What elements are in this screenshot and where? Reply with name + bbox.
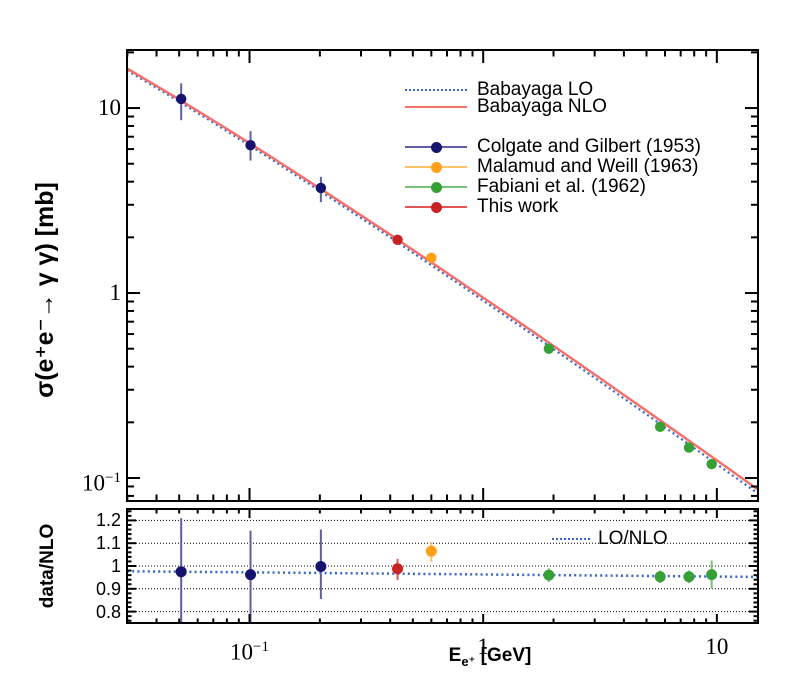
legend-line-sample (405, 83, 467, 97)
y-tick-label: 1 (0, 280, 122, 306)
tick-label-text: 10 (82, 470, 106, 496)
data-marker (245, 569, 257, 581)
data-marker (706, 569, 718, 581)
legend-entry: Fabiani et al. (1962) (405, 176, 701, 197)
data-marker (426, 252, 437, 264)
x-tick-label: 1 (443, 634, 523, 660)
y-tick-label: 10−1 (0, 465, 121, 497)
main-legend: Babayaga LO Babayaga NLO Colgate and Gilbe… (405, 78, 701, 217)
data-marker (175, 93, 187, 105)
x-title-unit: [GeV] (475, 645, 532, 666)
x-title-symbol: E (448, 645, 462, 666)
legend-entry (405, 115, 701, 137)
babayaga-lo-curve (127, 69, 758, 495)
tick-label-text: 1 (110, 556, 121, 576)
tick-label-text: 1.2 (95, 510, 121, 531)
lo-nlo-legend-label: LO/NLO (598, 528, 668, 549)
lo-nlo-ratio-line (127, 569, 758, 579)
x-title-subscript: e⁺ (461, 654, 476, 669)
ratio-tick-label: 1.1 (0, 533, 121, 553)
tick-label-text: 0.9 (95, 578, 121, 599)
tick-label-text: 1 (109, 280, 122, 306)
ratio-tick-label: 1.2 (0, 510, 121, 530)
legend-entry-label: Fabiani et al. (1962) (477, 176, 646, 197)
legend-marker-sample (405, 180, 467, 194)
legend-entry: Babayaga NLO (405, 95, 701, 117)
data-marker (654, 571, 666, 583)
data-marker (175, 566, 187, 578)
marker-dot-icon (431, 202, 442, 213)
legend-marker-sample (405, 160, 467, 174)
data-marker (543, 569, 555, 581)
dotted-line-sample (552, 538, 590, 540)
data-marker (543, 343, 555, 354)
data-marker (654, 421, 666, 433)
legend-entry: This work (405, 196, 701, 217)
data-marker (683, 442, 695, 453)
ratio-tick-label: 0.8 (0, 602, 121, 622)
marker-dot-icon (431, 142, 442, 153)
legend-marker-sample (405, 200, 467, 214)
marker-dot-icon (431, 162, 442, 173)
data-marker (245, 139, 256, 151)
marker-dot-icon (431, 182, 442, 193)
data-marker (425, 545, 437, 557)
tick-label-text: 10 (705, 634, 729, 659)
main-panel-frame (126, 49, 759, 502)
data-marker (683, 571, 695, 583)
legend-line-sample (405, 100, 467, 114)
dotted-line-icon (405, 88, 467, 91)
legend-entry: Babayaga LO (405, 78, 701, 100)
y-tick-label: 10 (0, 95, 121, 121)
tick-label-text: 10 (98, 95, 121, 121)
ratio-tick-label: 1 (0, 556, 121, 576)
legend-entry: Malamud and Weill (1963) (405, 156, 701, 177)
data-marker (315, 182, 327, 194)
tick-label-text: 0.8 (95, 601, 121, 622)
tick-label-text: 10 (230, 639, 254, 665)
legend-entry-label: Babayaga NLO (477, 95, 607, 117)
legend-entry-label: Colgate and Gilbert (1953) (477, 136, 701, 157)
lo-nlo-legend-sample (552, 532, 590, 546)
legend-marker-sample (405, 140, 467, 154)
babayaga-nlo-curve (127, 67, 758, 491)
tick-label-exponent: −1 (105, 469, 121, 486)
x-tick-label: 10−1 (210, 634, 290, 666)
legend-entry-label: Babayaga LO (477, 78, 594, 100)
data-marker (392, 234, 403, 245)
legend-entry: Colgate and Gilbert (1953) (405, 136, 701, 157)
x-tick-label: 10 (677, 634, 757, 660)
x-axis-title: Ee⁺ [GeV] (400, 645, 580, 670)
solid-line-icon (405, 105, 467, 108)
data-marker (392, 563, 404, 575)
ratio-tick-label: 0.9 (0, 579, 121, 599)
tick-label-exponent: −1 (253, 639, 269, 655)
data-marker (706, 458, 717, 470)
tick-label-text: 1.1 (95, 533, 121, 554)
ratio-legend: LO/NLO (552, 528, 668, 550)
legend-entry-label: This work (477, 196, 559, 217)
data-marker (315, 560, 327, 572)
legend-entry-label: Malamud and Weill (1963) (477, 156, 699, 177)
tick-label-text: 1 (477, 634, 489, 659)
